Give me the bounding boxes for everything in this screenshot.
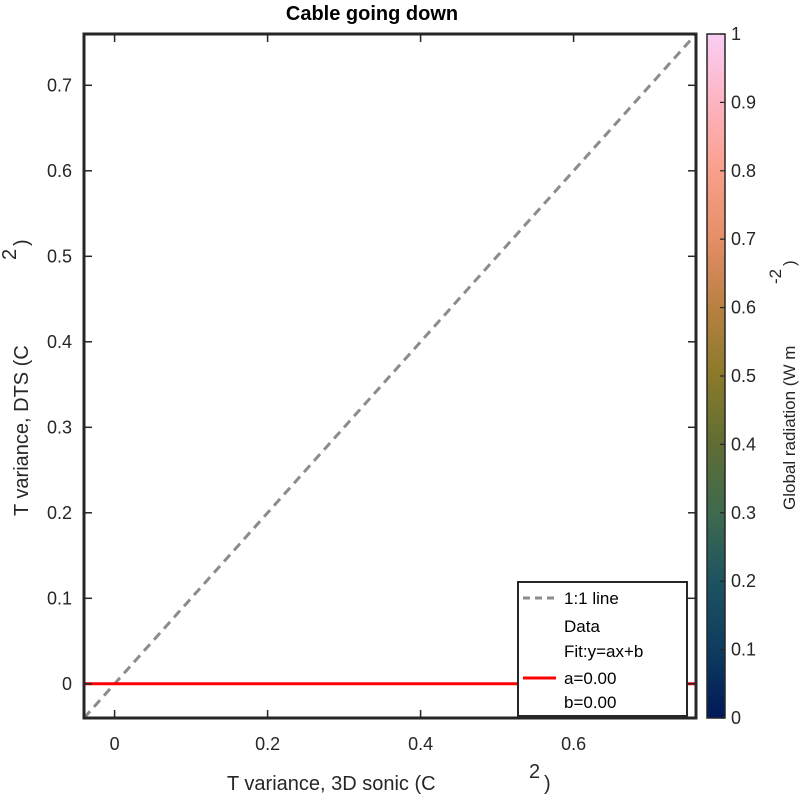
y-tick-label: 0.3 <box>47 417 72 437</box>
x-tick-label: 0.4 <box>408 734 433 754</box>
series-line-one-to-one <box>84 34 696 718</box>
legend-box <box>517 581 688 717</box>
colorbar-tick-layer: 0 0.1 0.2 0.3 0.4 0.5 0.6 0.7 0.8 0.9 1 <box>720 24 756 728</box>
colorbar-tick-label: 0.9 <box>731 92 756 112</box>
x-tick-label: 0.6 <box>561 734 586 754</box>
colorbar-label-superscript: -2 <box>766 269 785 284</box>
legend: 1:1 line Data Fit:y=ax+b a=0.00 b=0.00 <box>517 581 688 717</box>
colorbar <box>707 34 725 718</box>
y-axis-label: T variance, DTS (C <box>11 345 33 516</box>
y-tick-label: 0.1 <box>47 588 72 608</box>
y-tick-label: 0.4 <box>47 332 72 352</box>
colorbar-tick-label: 0 <box>731 708 741 728</box>
y-tick-label: 0.5 <box>47 246 72 266</box>
colorbar-tick-label: 1 <box>731 24 741 44</box>
x-axis-label: T variance, 3D sonic (C <box>227 773 436 795</box>
axes-box <box>82 32 698 720</box>
legend-entry-a: a=0.00 <box>564 669 616 688</box>
y-axis-label-superscript: 2 <box>0 249 21 260</box>
y-tick-label: 0.6 <box>47 161 72 181</box>
colorbar-tick-label: 0.4 <box>731 434 756 454</box>
colorbar-tick-label: 0.8 <box>731 161 756 181</box>
colorbar-tick-label: 0.1 <box>731 640 756 660</box>
colorbar-tick-label: 0.2 <box>731 571 756 591</box>
colorbar-tick-label: 0.6 <box>731 298 756 318</box>
y-axis-label-close: ) <box>11 239 33 246</box>
colorbar-label-close: ) <box>780 260 799 266</box>
colorbar-tick-label: 0.3 <box>731 503 756 523</box>
tick-layer: 0 0.2 0.4 0.6 0 0.1 0.2 0.3 0.4 0.5 0.6 0.7 <box>47 34 696 754</box>
colorbar-label-group: Global radiation (W m -2 ) <box>766 260 799 510</box>
x-tick-label: 0 <box>110 734 120 754</box>
y-tick-label: 0 <box>62 674 72 694</box>
legend-entry-fit: Fit:y=ax+b <box>564 642 643 661</box>
colorbar-label: Global radiation (W m <box>780 346 799 510</box>
colorbar-tick-label: 0.7 <box>731 229 756 249</box>
y-tick-label: 0.7 <box>47 75 72 95</box>
x-axis-label-close: ) <box>544 773 551 795</box>
x-tick-label: 0.2 <box>255 734 280 754</box>
x-axis-label-superscript: 2 <box>529 761 540 783</box>
legend-entry-data: Data <box>564 617 600 636</box>
colorbar-tick-label: 0.5 <box>731 366 756 386</box>
legend-entry-one-to-one: 1:1 line <box>564 589 619 608</box>
chart-title: Cable going down <box>286 3 458 25</box>
y-axis-label-group: T variance, DTS (C 2 ) <box>0 239 33 516</box>
y-tick-label: 0.2 <box>47 503 72 523</box>
legend-entry-b: b=0.00 <box>564 693 616 712</box>
